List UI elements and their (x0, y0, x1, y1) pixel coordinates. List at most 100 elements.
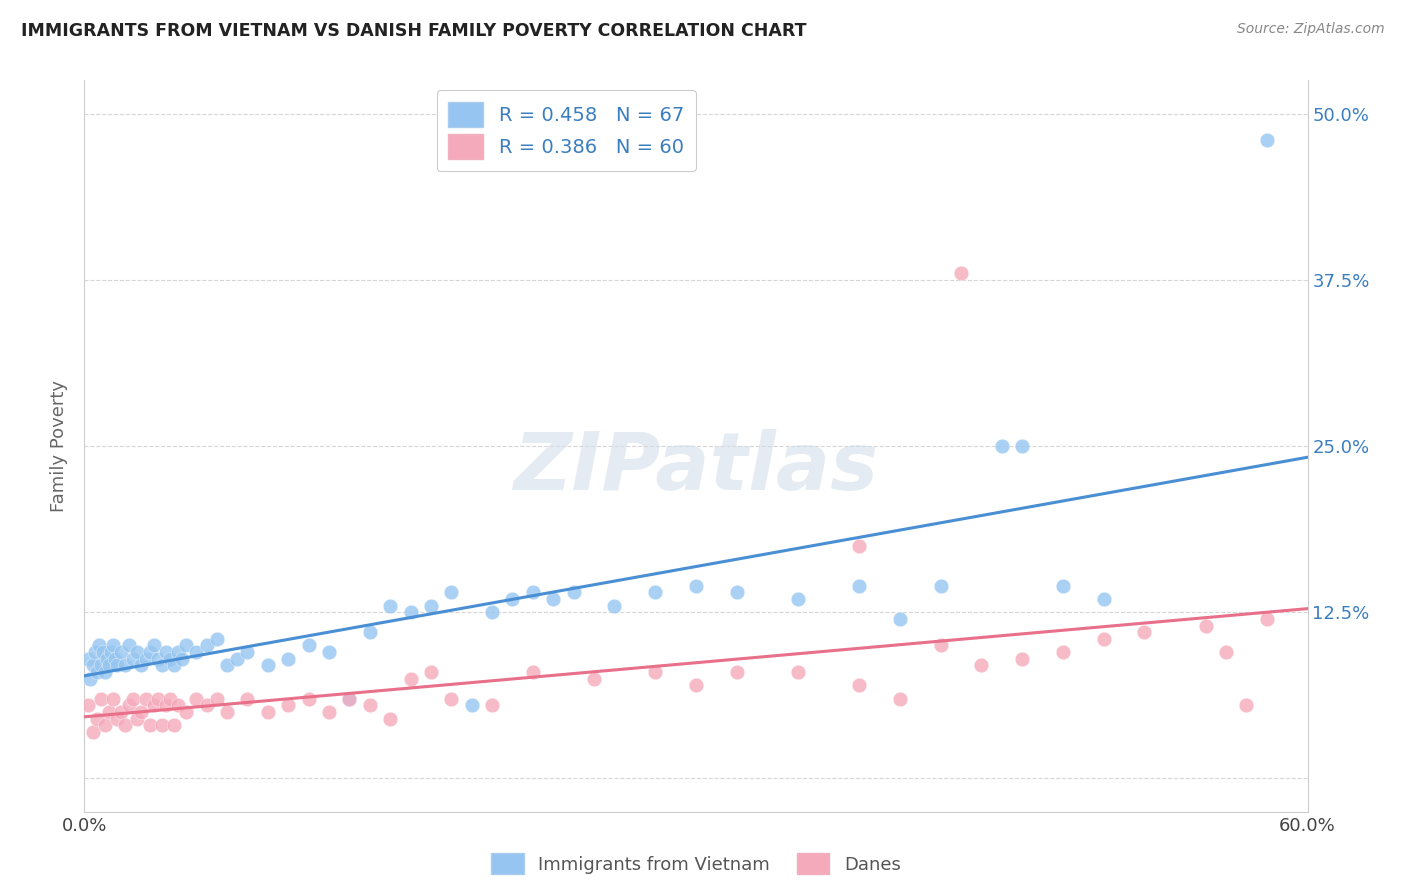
Point (114, 718, 136, 732)
Point (127, 712, 149, 726)
Point (118, 698, 141, 713)
Point (97, 658, 120, 673)
Text: Source: ZipAtlas.com: Source: ZipAtlas.com (1237, 22, 1385, 37)
Legend: Immigrants from Vietnam, Danes: Immigrants from Vietnam, Danes (482, 844, 910, 883)
Point (481, 698, 503, 713)
Point (685, 579, 707, 593)
Point (298, 691, 321, 706)
Point (155, 645, 177, 659)
Point (135, 691, 157, 706)
Point (142, 639, 165, 653)
Point (359, 698, 381, 713)
Point (105, 658, 128, 673)
Point (110, 705, 132, 719)
Point (105, 712, 128, 726)
Point (1215, 645, 1237, 659)
Point (420, 599, 443, 613)
Point (848, 579, 870, 593)
Point (257, 705, 280, 719)
Point (138, 718, 160, 732)
Point (970, 658, 993, 673)
Point (522, 585, 544, 599)
Point (725, 665, 748, 679)
Point (82, 658, 104, 673)
Point (1052, 645, 1074, 659)
Point (96, 652, 118, 666)
Point (1236, 698, 1258, 713)
Point (101, 639, 124, 653)
Point (217, 658, 239, 673)
Point (186, 691, 208, 706)
Point (1011, 439, 1033, 453)
Point (150, 658, 173, 673)
Point (122, 691, 145, 706)
Point (399, 672, 422, 686)
Point (440, 585, 463, 599)
Point (236, 691, 259, 706)
Point (150, 718, 173, 732)
Point (950, 266, 973, 280)
Point (167, 645, 190, 659)
Point (86, 712, 108, 726)
Point (90, 691, 112, 706)
Point (104, 652, 127, 666)
Point (380, 712, 402, 726)
Point (889, 612, 911, 626)
Point (77, 652, 100, 666)
Point (82, 725, 104, 739)
Point (461, 698, 484, 713)
Point (127, 645, 149, 659)
Point (522, 665, 544, 679)
Point (110, 645, 132, 659)
Point (339, 691, 361, 706)
Point (142, 698, 165, 713)
Point (562, 585, 585, 599)
Point (97, 705, 120, 719)
Point (1195, 618, 1218, 632)
Point (159, 691, 181, 706)
Point (1256, 612, 1278, 626)
Point (644, 665, 666, 679)
Point (848, 678, 870, 692)
Point (90, 658, 112, 673)
Point (163, 718, 186, 732)
Point (1092, 591, 1115, 606)
Point (91, 645, 114, 659)
Point (257, 658, 280, 673)
Point (787, 665, 810, 679)
Point (359, 625, 381, 640)
Point (318, 645, 340, 659)
Point (543, 591, 565, 606)
Point (195, 639, 218, 653)
Point (226, 652, 249, 666)
Point (481, 605, 503, 619)
Point (118, 639, 141, 653)
Point (583, 672, 606, 686)
Point (380, 599, 402, 613)
Point (101, 691, 124, 706)
Point (217, 705, 239, 719)
Point (122, 652, 145, 666)
Point (172, 652, 194, 666)
Point (1133, 625, 1156, 640)
Point (277, 698, 299, 713)
Point (502, 591, 524, 606)
Text: IMMIGRANTS FROM VIETNAM VS DANISH FAMILY POVERTY CORRELATION CHART: IMMIGRANTS FROM VIETNAM VS DANISH FAMILY… (21, 22, 807, 40)
Point (205, 691, 228, 706)
Point (787, 591, 810, 606)
Point (1092, 632, 1115, 646)
Point (87, 639, 110, 653)
Point (131, 658, 153, 673)
Point (205, 632, 228, 646)
Point (399, 605, 422, 619)
Point (991, 439, 1014, 453)
Point (93, 665, 117, 679)
Point (318, 705, 340, 719)
Point (155, 698, 177, 713)
Point (114, 658, 136, 673)
Point (167, 698, 190, 713)
Point (135, 652, 157, 666)
Point (131, 705, 153, 719)
Point (236, 645, 259, 659)
Point (644, 585, 666, 599)
